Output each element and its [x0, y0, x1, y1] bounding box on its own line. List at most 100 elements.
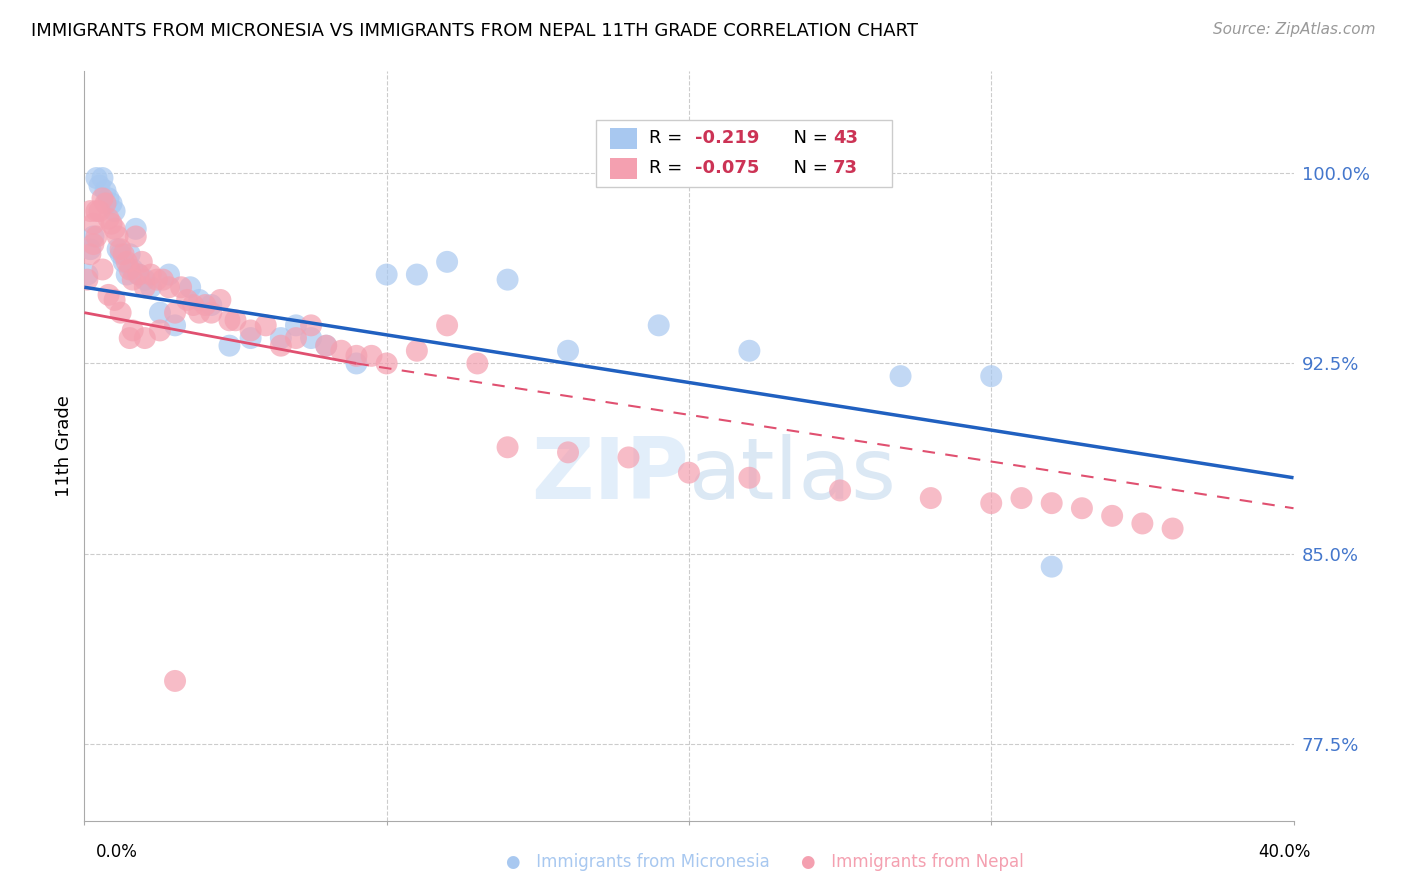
Point — [89, 178, 111, 193]
Point — [194, 298, 217, 312]
Point — [1071, 501, 1094, 516]
Bar — [610, 128, 637, 149]
Point — [89, 204, 111, 219]
Text: -0.219: -0.219 — [695, 129, 759, 147]
Point — [91, 191, 114, 205]
Point — [980, 496, 1002, 510]
Point — [121, 323, 143, 337]
Point — [360, 349, 382, 363]
Point — [270, 331, 292, 345]
Point — [79, 204, 101, 219]
Point — [170, 280, 193, 294]
Point — [97, 211, 120, 226]
Point — [128, 268, 150, 282]
Point — [188, 293, 211, 307]
Point — [139, 268, 162, 282]
Point — [121, 272, 143, 286]
Text: 43: 43 — [832, 129, 858, 147]
Point — [157, 280, 180, 294]
Point — [139, 280, 162, 294]
Point — [830, 483, 852, 498]
Point — [557, 343, 579, 358]
Point — [149, 306, 172, 320]
Point — [346, 349, 368, 363]
Point — [330, 343, 353, 358]
Point — [112, 247, 135, 261]
FancyBboxPatch shape — [596, 120, 891, 187]
Point — [467, 356, 489, 370]
Point — [86, 229, 108, 244]
Point — [738, 471, 761, 485]
Point — [285, 331, 308, 345]
Point — [118, 331, 141, 345]
Text: atlas: atlas — [689, 434, 897, 517]
Point — [125, 222, 148, 236]
Point — [496, 440, 519, 454]
Point — [76, 272, 98, 286]
Point — [299, 318, 322, 333]
Point — [218, 313, 240, 327]
Point — [79, 247, 101, 261]
Point — [254, 318, 277, 333]
Point — [118, 262, 141, 277]
Text: N =: N = — [782, 129, 834, 147]
Point — [188, 306, 211, 320]
Point — [94, 184, 117, 198]
Point — [165, 673, 187, 688]
Point — [104, 222, 127, 236]
Point — [270, 339, 292, 353]
Point — [91, 171, 114, 186]
Point — [110, 306, 132, 320]
Point — [225, 313, 247, 327]
Text: -0.075: -0.075 — [695, 159, 759, 177]
Point — [107, 242, 129, 256]
Point — [1101, 508, 1123, 523]
Point — [557, 445, 579, 459]
Bar — [610, 158, 637, 178]
Point — [218, 339, 240, 353]
Point — [181, 298, 204, 312]
Point — [82, 237, 104, 252]
Point — [100, 196, 122, 211]
Text: ZIP: ZIP — [531, 434, 689, 517]
Point — [375, 356, 398, 370]
Point — [149, 323, 172, 337]
Point — [134, 280, 156, 294]
Point — [1161, 522, 1184, 536]
Point — [200, 306, 222, 320]
Point — [94, 196, 117, 211]
Point — [157, 268, 180, 282]
Text: Source: ZipAtlas.com: Source: ZipAtlas.com — [1212, 22, 1375, 37]
Text: R =: R = — [650, 159, 688, 177]
Point — [315, 339, 337, 353]
Point — [152, 272, 174, 286]
Point — [436, 255, 458, 269]
Point — [890, 369, 912, 384]
Text: IMMIGRANTS FROM MICRONESIA VS IMMIGRANTS FROM NEPAL 11TH GRADE CORRELATION CHART: IMMIGRANTS FROM MICRONESIA VS IMMIGRANTS… — [31, 22, 918, 40]
Text: 73: 73 — [832, 159, 858, 177]
Point — [436, 318, 458, 333]
Point — [121, 262, 143, 277]
Point — [118, 247, 141, 261]
Point — [112, 255, 135, 269]
Point — [110, 242, 132, 256]
Text: N =: N = — [782, 159, 834, 177]
Point — [82, 229, 104, 244]
Point — [617, 450, 640, 465]
Point — [134, 272, 156, 286]
Point — [406, 343, 429, 358]
Point — [1040, 559, 1063, 574]
Point — [239, 323, 262, 337]
Point — [920, 491, 942, 505]
Point — [648, 318, 671, 333]
Point — [179, 280, 201, 294]
Point — [176, 293, 198, 307]
Point — [315, 339, 337, 353]
Point — [134, 331, 156, 345]
Point — [239, 331, 262, 345]
Point — [1011, 491, 1033, 505]
Point — [125, 229, 148, 244]
Point — [1130, 516, 1153, 531]
Point — [97, 288, 120, 302]
Point — [82, 217, 104, 231]
